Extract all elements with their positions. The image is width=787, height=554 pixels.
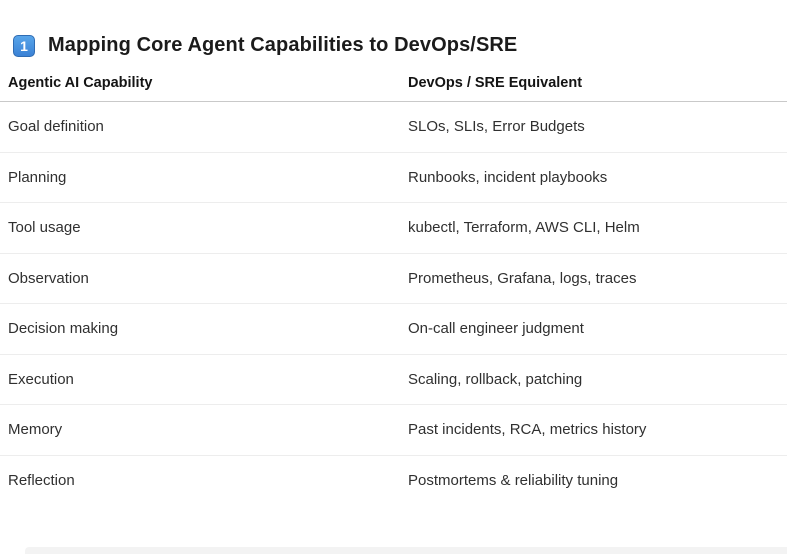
column-header-equivalent: DevOps / SRE Equivalent bbox=[408, 75, 583, 91]
equivalent-cell: Postmortems & reliability tuning bbox=[408, 472, 619, 490]
capability-cell: Execution bbox=[8, 370, 74, 388]
column-header-capability: Agentic AI Capability bbox=[8, 75, 153, 91]
section-heading: 1 Mapping Core Agent Capabilities to Dev… bbox=[13, 34, 787, 57]
capability-cell: Reflection bbox=[8, 472, 75, 490]
keycap-1-icon: 1 bbox=[13, 34, 35, 57]
equivalent-cell: Runbooks, incident playbooks bbox=[408, 168, 608, 186]
table-row: Goal definition SLOs, SLIs, Error Budget… bbox=[0, 102, 787, 153]
capability-cell: Observation bbox=[8, 269, 89, 287]
equivalent-cell: Past incidents, RCA, metrics history bbox=[408, 421, 647, 439]
table-row: Tool usage kubectl, Terraform, AWS CLI, … bbox=[0, 203, 787, 254]
page-title: Mapping Core Agent Capabilities to DevOp… bbox=[48, 34, 518, 56]
equivalent-cell: Prometheus, Grafana, logs, traces bbox=[408, 269, 637, 287]
table-row: Reflection Postmortems & reliability tun… bbox=[0, 456, 787, 507]
capability-cell: Goal definition bbox=[8, 118, 104, 136]
equivalent-cell: kubectl, Terraform, AWS CLI, Helm bbox=[408, 219, 640, 237]
equivalent-cell: On-call engineer judgment bbox=[408, 320, 584, 338]
capability-cell: Decision making bbox=[8, 320, 119, 338]
equivalent-cell: Scaling, rollback, patching bbox=[408, 370, 583, 388]
table-row: Execution Scaling, rollback, patching bbox=[0, 355, 787, 405]
table-header-row: Agentic AI Capability DevOps / SRE Equiv… bbox=[0, 75, 787, 102]
capability-cell: Tool usage bbox=[8, 219, 81, 237]
capability-cell: Planning bbox=[8, 168, 67, 186]
capability-mapping-table: Agentic AI Capability DevOps / SRE Equiv… bbox=[0, 75, 787, 506]
table-row: Observation Prometheus, Grafana, logs, t… bbox=[0, 254, 787, 304]
bottom-edge-strip bbox=[25, 547, 787, 554]
table-row: Decision making On-call engineer judgmen… bbox=[0, 304, 787, 355]
table-row: Planning Runbooks, incident playbooks bbox=[0, 153, 787, 203]
equivalent-cell: SLOs, SLIs, Error Budgets bbox=[408, 118, 585, 136]
table-row: Memory Past incidents, RCA, metrics hist… bbox=[0, 405, 787, 456]
capability-cell: Memory bbox=[8, 421, 63, 439]
